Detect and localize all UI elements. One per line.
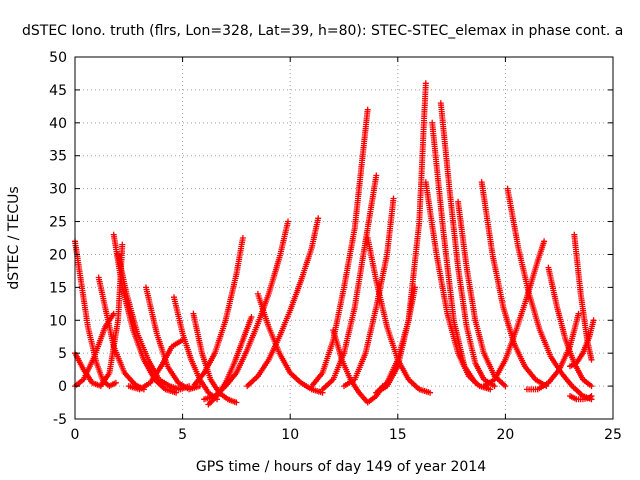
data-series — [567, 317, 597, 370]
data-marks — [72, 80, 597, 408]
data-series — [478, 179, 550, 390]
data-point-markers — [422, 179, 494, 393]
data-series — [429, 119, 479, 386]
y-axis-title: dSTEC / TECUs — [6, 186, 22, 289]
y-tick-label: 40 — [49, 116, 67, 132]
x-tick-label: 15 — [389, 427, 407, 443]
data-series — [201, 218, 291, 403]
data-series — [72, 310, 117, 390]
data-point-markers — [567, 393, 595, 403]
data-series — [567, 393, 595, 403]
data-series — [373, 284, 418, 396]
data-point-markers — [437, 100, 498, 390]
data-point-markers — [190, 235, 246, 390]
data-series — [437, 100, 498, 390]
data-point-markers — [478, 179, 550, 390]
data-point-markers — [72, 310, 117, 390]
data-point-markers — [171, 294, 220, 403]
data-point-markers — [244, 215, 322, 390]
data-point-markers — [254, 290, 326, 396]
x-tick-label: 20 — [496, 427, 514, 443]
data-series — [308, 106, 371, 390]
y-tick-label: 50 — [49, 50, 67, 66]
y-tick-label: -5 — [53, 412, 67, 428]
data-series — [319, 172, 380, 393]
data-point-markers — [341, 195, 397, 390]
y-tick-label: 25 — [49, 215, 67, 231]
y-tick-label: 0 — [58, 379, 67, 395]
y-tick-label: 15 — [49, 280, 67, 296]
data-series — [523, 310, 582, 393]
data-series — [190, 235, 246, 390]
data-point-markers — [523, 310, 582, 393]
x-tick-label: 0 — [71, 427, 80, 443]
data-series — [422, 179, 494, 393]
data-series — [571, 231, 595, 363]
grid — [75, 57, 613, 419]
data-point-markers — [373, 284, 418, 396]
chart-title: dSTEC Iono. truth (flrs, Lon=328, Lat=39… — [22, 23, 623, 39]
data-point-markers — [571, 231, 595, 363]
x-tick-label: 5 — [178, 427, 187, 443]
data-point-markers — [201, 218, 291, 403]
y-tick-label: 45 — [49, 83, 67, 99]
x-tick-label: 25 — [604, 427, 622, 443]
data-point-markers — [308, 106, 371, 390]
x-axis-title: GPS time / hours of day 149 of year 2014 — [196, 459, 486, 475]
data-series — [480, 238, 548, 390]
data-series — [455, 198, 509, 390]
data-series — [254, 290, 326, 396]
data-point-markers — [480, 238, 548, 390]
data-series — [115, 251, 193, 393]
data-point-markers — [115, 251, 193, 393]
data-point-markers — [455, 198, 509, 390]
y-tick-label: 30 — [49, 182, 67, 198]
plot-frame — [74, 56, 614, 420]
data-point-markers — [567, 317, 597, 370]
data-series — [244, 215, 322, 390]
y-tick-label: 35 — [49, 149, 67, 165]
data-series — [143, 284, 203, 393]
data-series — [341, 195, 397, 390]
data-point-markers — [429, 119, 479, 386]
data-point-markers — [319, 172, 380, 393]
y-tick-label: 10 — [49, 313, 67, 329]
y-tick-label: 20 — [49, 247, 67, 263]
y-tick-label: 5 — [58, 346, 67, 362]
x-tick-label: 10 — [281, 427, 299, 443]
data-point-markers — [143, 284, 203, 393]
data-series — [171, 294, 220, 403]
